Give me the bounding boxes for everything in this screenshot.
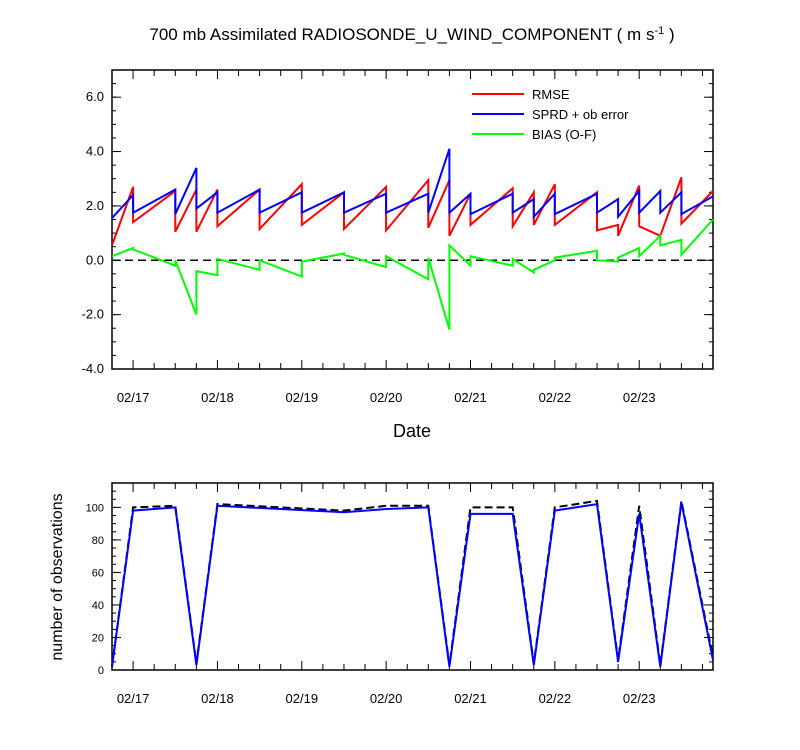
y-axis-label: number of observations bbox=[49, 493, 66, 660]
series-line-bias-o-f bbox=[111, 218, 714, 330]
legend-label: SPRD + ob error bbox=[532, 107, 629, 122]
x-tick-label: 02/22 bbox=[539, 390, 572, 405]
bottom-plot-area: 0 20 40 60 80 100 02/17 02/18 02/19 02/20 02/21 02/… bbox=[86, 482, 714, 706]
x-tick-label: 02/22 bbox=[539, 691, 572, 706]
top-chart: 700 mb Assimilated RADIOSONDE_U_WIND_COM… bbox=[82, 25, 714, 441]
x-tick-label: 02/23 bbox=[623, 390, 656, 405]
plot-frame bbox=[111, 482, 714, 671]
y-tick-label: 40 bbox=[92, 600, 104, 612]
y-tick-label: 0.0 bbox=[86, 252, 104, 267]
series-line-sprd-ob-error bbox=[111, 148, 714, 220]
y-tick-label: 4.0 bbox=[86, 144, 104, 159]
y-tick-label: -2.0 bbox=[82, 307, 104, 322]
y-tick-label: 80 bbox=[92, 535, 104, 547]
series-line-assimilated bbox=[111, 502, 714, 667]
y-tick-label: 0 bbox=[98, 665, 104, 677]
series-line-possible bbox=[111, 499, 714, 667]
x-tick-label: 02/17 bbox=[117, 390, 150, 405]
y-tick-label: 6.0 bbox=[86, 89, 104, 104]
x-tick-label: 02/21 bbox=[454, 691, 487, 706]
y-tick-label: 2.0 bbox=[86, 198, 104, 213]
title-superscript: -1 bbox=[654, 25, 664, 37]
top-plot-area: -4.0 -2.0 0.0 2.0 4.0 6.0 02/17 02/18 02/19 02/20… bbox=[82, 69, 714, 405]
y-tick-label: 60 bbox=[92, 567, 104, 579]
chart-title: 700 mb Assimilated RADIOSONDE_U_WIND_COM… bbox=[149, 25, 674, 44]
x-tick-label: 02/17 bbox=[117, 691, 150, 706]
x-tick-label: 02/20 bbox=[370, 691, 403, 706]
x-tick-label: 02/18 bbox=[201, 390, 234, 405]
y-tick-label: 20 bbox=[92, 632, 104, 644]
legend-label: RMSE bbox=[532, 87, 570, 102]
title-suffix: ) bbox=[664, 25, 674, 44]
y-tick-label: 100 bbox=[86, 502, 104, 514]
x-tick-label: 02/19 bbox=[286, 691, 319, 706]
legend-label: BIAS (O-F) bbox=[532, 127, 596, 142]
x-tick-label: 02/18 bbox=[201, 691, 234, 706]
x-tick-label: 02/20 bbox=[370, 390, 403, 405]
x-tick-label: 02/21 bbox=[454, 390, 487, 405]
x-tick-label: 02/23 bbox=[623, 691, 656, 706]
y-tick-label: -4.0 bbox=[82, 361, 104, 376]
x-axis-label: Date bbox=[393, 421, 431, 441]
bottom-chart: 0 20 40 60 80 100 02/17 02/18 02/19 02/20 02/21 02/… bbox=[49, 482, 714, 706]
x-tick-label: 02/19 bbox=[286, 390, 319, 405]
